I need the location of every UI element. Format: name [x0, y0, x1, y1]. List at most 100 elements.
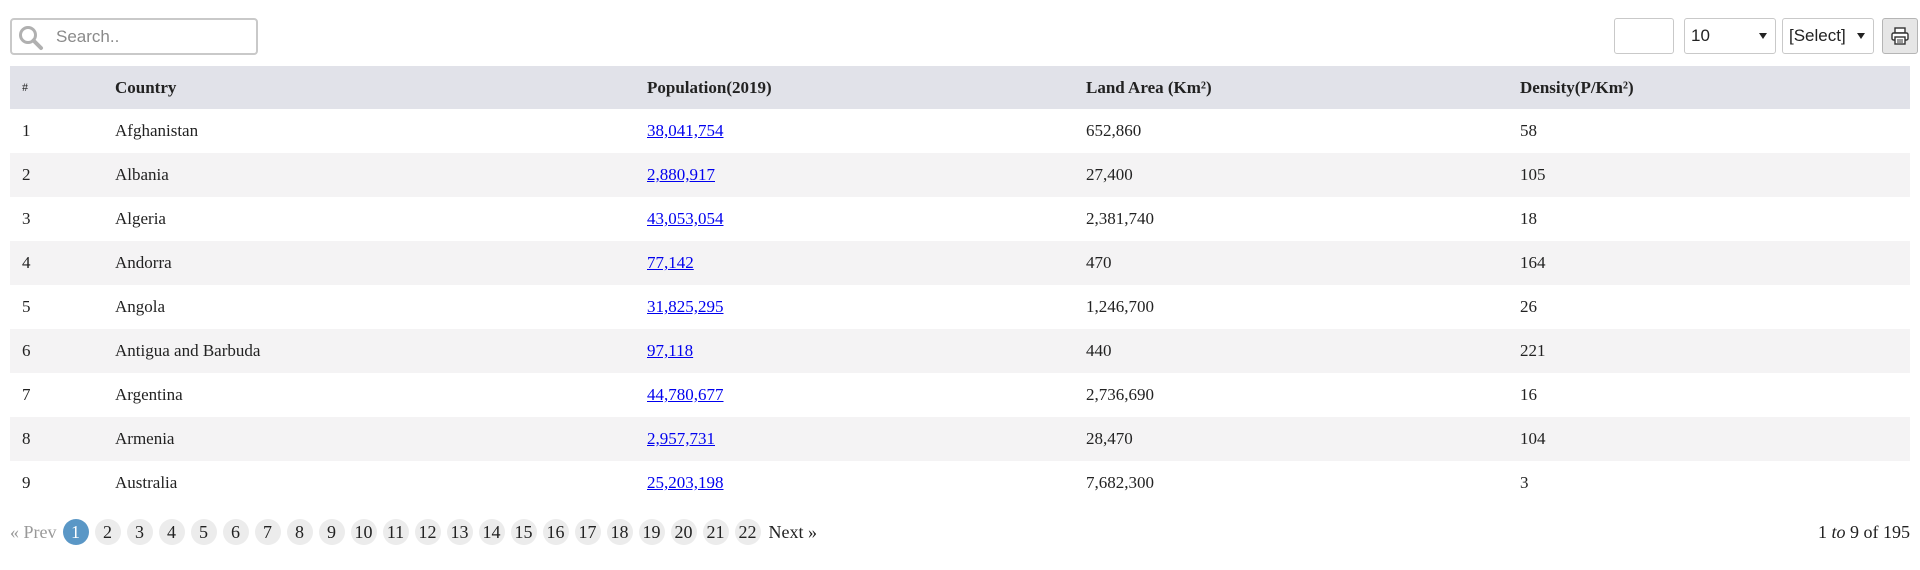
cell-land-area: 440 — [1074, 329, 1508, 373]
filter-select[interactable]: [Select] — [1782, 18, 1874, 54]
page-button[interactable]: 15 — [510, 519, 537, 545]
cell-population: 2,880,917 — [635, 153, 1074, 197]
column-header-population[interactable]: Population(2019) — [635, 66, 1074, 109]
cell-country: Angola — [115, 297, 166, 316]
cell-density: 105 — [1508, 153, 1910, 197]
cell-population: 43,053,054 — [635, 197, 1074, 241]
cell-country: Armenia — [103, 417, 635, 461]
column-header-land-area[interactable]: Land Area (Km²) — [1074, 66, 1508, 109]
cell-country: Algeria — [115, 209, 166, 228]
cell-density: 3 — [1520, 473, 1529, 492]
population-link[interactable]: 31,825,295 — [647, 297, 724, 316]
cell-num: 6 — [10, 329, 103, 373]
page-button[interactable]: 13 — [446, 519, 473, 545]
population-link[interactable]: 38,041,754 — [647, 121, 724, 140]
table-header-row: # Country Population(2019) Land Area (Km… — [10, 66, 1910, 109]
cell-land-area: 470 — [1074, 241, 1508, 285]
page-button[interactable]: 8 — [286, 519, 313, 545]
table-row: 3 Algeria 43,053,054 2,381,740 18 — [10, 197, 1910, 241]
page-button[interactable]: 11 — [382, 519, 409, 545]
page-button[interactable]: 18 — [606, 519, 633, 545]
cell-num: 3 — [22, 209, 31, 228]
page-button[interactable]: 21 — [702, 519, 729, 545]
search-box[interactable] — [10, 18, 258, 55]
table-row: 7 Argentina 44,780,677 2,736,690 16 — [10, 373, 1910, 417]
prev-page-button[interactable]: « Prev — [10, 521, 57, 542]
column-header-country[interactable]: Country — [103, 66, 635, 109]
cell-density: 58 — [1520, 121, 1537, 140]
page-info-total: 195 — [1883, 522, 1910, 542]
search-input[interactable] — [56, 25, 252, 49]
cell-country: Afghanistan — [115, 121, 199, 140]
cell-land-area: 652,860 — [1086, 121, 1142, 140]
page-button[interactable]: 7 — [254, 519, 281, 545]
cell-country: Andorra — [103, 241, 635, 285]
cell-land-area: 2,736,690 — [1086, 385, 1154, 404]
page-button[interactable]: 10 — [350, 519, 377, 545]
table-row: 8 Armenia 2,957,731 28,470 104 — [10, 417, 1910, 461]
page-info: 1 to 9 of 195 — [1818, 518, 1910, 546]
page-button[interactable]: 5 — [190, 519, 217, 545]
cell-num: 5 — [22, 297, 31, 316]
print-button[interactable] — [1882, 18, 1918, 54]
cell-density: 18 — [1520, 209, 1537, 228]
printer-icon — [1891, 27, 1909, 45]
page-button[interactable]: 4 — [158, 519, 185, 545]
cell-country: Albania — [103, 153, 635, 197]
next-page-button[interactable]: Next » — [768, 521, 818, 542]
chevron-down-icon — [1759, 33, 1767, 39]
page-button[interactable]: 2 — [94, 519, 121, 545]
population-link[interactable]: 77,142 — [647, 253, 694, 272]
search-icon — [19, 26, 43, 50]
goto-page-input[interactable] — [1614, 18, 1674, 54]
page-info-from: 1 — [1817, 522, 1827, 542]
cell-num: 4 — [10, 241, 103, 285]
rows-per-page-value: 10 — [1691, 26, 1710, 45]
page-button[interactable]: 14 — [478, 519, 505, 545]
population-link[interactable]: 44,780,677 — [647, 385, 724, 404]
cell-population: 77,142 — [635, 241, 1074, 285]
cell-num: 7 — [22, 385, 31, 404]
rows-per-page-select[interactable]: 10 — [1684, 18, 1776, 54]
page-button[interactable]: 22 — [734, 519, 761, 545]
page-button[interactable]: 19 — [638, 519, 665, 545]
table-row: 5 Angola 31,825,295 1,246,700 26 — [10, 285, 1910, 329]
table-row: 6 Antigua and Barbuda 97,118 440 221 — [10, 329, 1910, 373]
population-link[interactable]: 43,053,054 — [647, 209, 724, 228]
page-button[interactable]: 17 — [574, 519, 601, 545]
page-button[interactable]: 3 — [126, 519, 153, 545]
cell-density: 16 — [1520, 385, 1537, 404]
cell-num: 8 — [10, 417, 103, 461]
table-row: 4 Andorra 77,142 470 164 — [10, 241, 1910, 285]
pagination: « Prev 1 2 3 4 5 6 7 8 9 10 11 12 13 14 … — [10, 518, 817, 546]
cell-land-area: 7,682,300 — [1086, 473, 1154, 492]
table-row: 9 Australia 25,203,198 7,682,300 3 — [10, 461, 1910, 505]
cell-country: Australia — [115, 473, 178, 492]
population-link[interactable]: 2,880,917 — [647, 165, 715, 184]
cell-density: 104 — [1508, 417, 1910, 461]
page-button[interactable]: 6 — [222, 519, 249, 545]
population-link[interactable]: 25,203,198 — [647, 473, 724, 492]
cell-land-area: 1,246,700 — [1086, 297, 1154, 316]
page-info-to: 9 — [1850, 522, 1859, 542]
column-header-density[interactable]: Density(P/Km²) — [1508, 66, 1910, 109]
page-button[interactable]: 16 — [542, 519, 569, 545]
cell-density: 26 — [1520, 297, 1537, 316]
population-link[interactable]: 97,118 — [647, 341, 694, 360]
filter-select-value: [Select] — [1789, 26, 1846, 45]
chevron-down-icon — [1857, 33, 1865, 39]
population-link[interactable]: 2,957,731 — [647, 429, 715, 448]
cell-population: 25,203,198 — [635, 461, 1074, 505]
page-button-current[interactable]: 1 — [62, 519, 89, 545]
cell-num: 9 — [22, 473, 31, 492]
table-toolbar: 10 [Select] — [10, 18, 1918, 58]
column-header-num[interactable]: # — [10, 66, 103, 109]
cell-density: 164 — [1508, 241, 1910, 285]
page-button[interactable]: 12 — [414, 519, 441, 545]
page-button[interactable]: 9 — [318, 519, 345, 545]
cell-country: Antigua and Barbuda — [103, 329, 635, 373]
country-table: # Country Population(2019) Land Area (Km… — [10, 66, 1910, 505]
page-button[interactable]: 20 — [670, 519, 697, 545]
cell-population: 97,118 — [635, 329, 1074, 373]
cell-population: 44,780,677 — [635, 373, 1074, 417]
